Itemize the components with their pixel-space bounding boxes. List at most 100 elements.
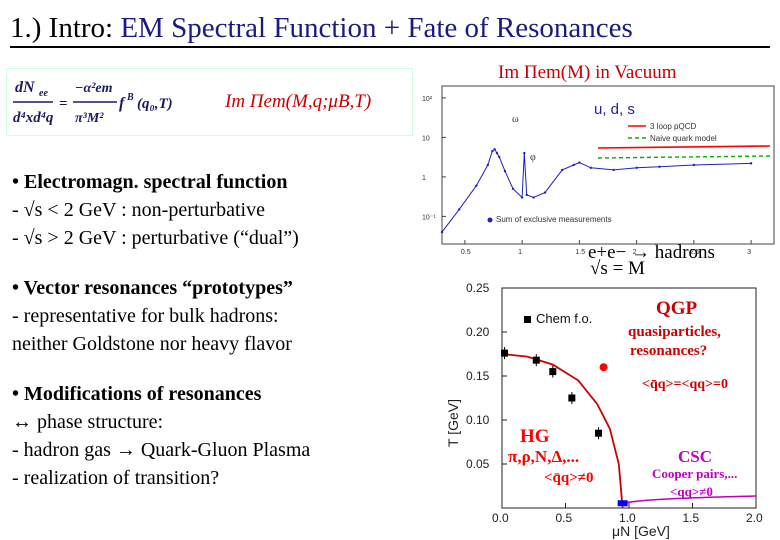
- hg-particles: π,ρ,N,Δ,...: [508, 447, 579, 466]
- phase-xlabel: μN [GeV]: [612, 523, 670, 539]
- qgp-condensates: <q̄q>=<qq>=0: [642, 377, 728, 392]
- vacuum-data-point: [578, 161, 581, 164]
- process-label: e+e− → hadrons: [588, 242, 715, 263]
- csc-label: CSC: [678, 447, 712, 466]
- vacuum-data-point: [635, 166, 638, 169]
- vacuum-data-point: [511, 187, 515, 190]
- vacuum-data-point: [440, 230, 444, 234]
- legend-chem-marker: [524, 316, 531, 323]
- legend-exclusive: Sum of exclusive measurements: [496, 215, 612, 224]
- bullet-nonperturbative: - √s < 2 GeV : non-perturbative: [12, 199, 265, 221]
- svg-text:=: =: [59, 96, 68, 112]
- phase-ytick-label: 0.25: [466, 281, 490, 295]
- phase-xtick-label: 1.5: [683, 511, 700, 525]
- chem-fo-point: [532, 356, 540, 364]
- chem-fo-point: [595, 429, 603, 437]
- vacuum-ytick-label: 10⁻¹: [422, 214, 436, 221]
- svg-text:π³M²: π³M²: [75, 111, 104, 126]
- svg-text:ee: ee: [39, 88, 48, 99]
- vacuum-xaxis-label: √s = M: [590, 258, 645, 279]
- vacuum-data-point: [572, 163, 575, 167]
- vacuum-data-point: [523, 151, 526, 155]
- vacuum-data-point: [475, 184, 478, 187]
- formula-im-pi: Im Πem(M,q;μB,T): [225, 91, 372, 112]
- slide-title: 1.) Intro: EM Spectral Function + Fate o…: [10, 12, 633, 45]
- phase-ylabel: T [GeV]: [445, 399, 461, 447]
- vacuum-xtick-label: 2.5: [690, 249, 700, 256]
- bullet-phase-structure: ↔ phase structure:: [12, 411, 164, 433]
- vacuum-xtick-label: 2: [633, 249, 637, 256]
- pqcd-line: [597, 145, 771, 149]
- bullet-transition: - realization of transition?: [12, 467, 220, 489]
- title-underline: [10, 46, 770, 48]
- phase-ytick-label: 0.10: [466, 413, 490, 427]
- exclusive-data-curve: [441, 148, 752, 233]
- vacuum-spectral-plot: Im Πem(M) in Vacuum 10⁻¹ 1 10 10² 0.5 1 1.5 2 2…: [418, 62, 778, 279]
- vacuum-xtick-label: 3: [747, 249, 751, 256]
- vacuum-xtick-label: 1: [518, 249, 522, 256]
- vacuum-data-point: [532, 196, 535, 199]
- vacuum-data-point: [486, 163, 489, 167]
- chem-fo-point: [501, 349, 509, 357]
- vacuum-data-point: [503, 169, 507, 173]
- qgp-quasiparticles: quasiparticles,: [628, 324, 721, 340]
- phase-ytick-label: 0.15: [466, 369, 490, 383]
- svg-text:−α²em: −α²em: [75, 81, 113, 96]
- phase-xtick-label: 0.5: [556, 511, 573, 525]
- hg-label: HG: [520, 426, 550, 447]
- qgp-resonances: resonances?: [630, 343, 707, 359]
- phase-ytick-label: 0.05: [466, 457, 490, 471]
- bullet-modifications: • Modifications of resonances: [12, 383, 262, 405]
- bullet-vector-resonances: • Vector resonances “prototypes”: [12, 277, 293, 299]
- bullet-hadron-gas-qgp: - hadron gas → Quark-Gluon Plasma: [12, 439, 311, 461]
- vacuum-data-point: [658, 165, 661, 169]
- dilepton-rate-formula: dN ee d⁴xd⁴q = −α²em π³M² f B (q₀,T) Im …: [6, 68, 413, 136]
- vacuum-data-point: [495, 151, 499, 155]
- svg-text:(q₀,T): (q₀,T): [137, 96, 173, 112]
- vacuum-data-point: [589, 166, 593, 169]
- legend-naive-quark: Naive quark model: [650, 134, 717, 143]
- rho-omega-label: ω: [512, 114, 519, 125]
- vacuum-data-point: [457, 208, 461, 211]
- vacuum-data-point: [692, 163, 696, 167]
- vacuum-data-point: [520, 196, 524, 199]
- csc-condensate: <qq>≠0: [670, 484, 713, 499]
- chem-fo-point: [549, 368, 557, 376]
- phase-boundary-line: [501, 353, 624, 509]
- qcd-phase-diagram: 0.05 0.10 0.15 0.20 0.25 0.0 0.5 1.0 1.5 2.0 T […: [444, 278, 780, 540]
- bullet-perturbative: - √s > 2 GeV : perturbative (“dual”): [12, 227, 299, 249]
- phase-xtick-label: 0.0: [492, 511, 509, 525]
- legend-uds: u, d, s: [594, 101, 635, 118]
- vacuum-ytick-label: 1: [422, 175, 426, 182]
- legend-exclusive-marker: [487, 217, 493, 223]
- vacuum-data-point: [491, 149, 494, 153]
- vacuum-data-point: [561, 168, 564, 172]
- csc-cooper-pairs: Cooper pairs,...: [652, 466, 737, 481]
- vacuum-ytick-label: 10²: [422, 96, 433, 103]
- vacuum-data-point: [543, 191, 547, 194]
- bullet-bulk-hadrons: - representative for bulk hadrons:: [12, 305, 279, 327]
- svg-text:d⁴xd⁴q: d⁴xd⁴q: [13, 110, 54, 126]
- phase-xtick-label: 1.0: [619, 511, 636, 525]
- formula-lhs-graphic: dN ee d⁴xd⁴q = −α²em π³M²: [13, 79, 117, 126]
- vacuum-ytick-label: 10: [422, 135, 430, 142]
- vacuum-data-point: [612, 168, 615, 172]
- vacuum-plot-frame: [441, 85, 775, 245]
- vacuum-xtick-label: 0.5: [461, 249, 471, 256]
- title-number: 1.) Intro:: [10, 12, 114, 44]
- vacuum-data-point: [525, 193, 528, 197]
- phase-ytick-label: 0.20: [466, 325, 490, 339]
- vacuum-data-point: [749, 162, 753, 165]
- vacuum-plot-title: Im Πem(M) in Vacuum: [498, 62, 677, 83]
- title-text: EM Spectral Function + Fate of Resonance…: [120, 12, 633, 44]
- critical-point: [599, 363, 608, 372]
- bullet-spectral-function: • Electromagn. spectral function: [12, 171, 288, 193]
- svg-text:f: f: [119, 95, 126, 112]
- formula-fb-graphic: f B (q₀,T): [119, 92, 173, 112]
- chem-fo-point: [568, 394, 576, 402]
- vacuum-plot-svg: 10⁻¹ 1 10 10² 0.5 1 1.5 2 2.5 3 u, d, s 3 loop p…: [422, 85, 775, 256]
- vacuum-xtick-label: 1.5: [575, 249, 585, 256]
- legend-pqcd: 3 loop pQCD: [650, 122, 696, 131]
- hg-condensate: <q̄q>≠0: [544, 470, 594, 486]
- svg-text:B: B: [126, 92, 134, 103]
